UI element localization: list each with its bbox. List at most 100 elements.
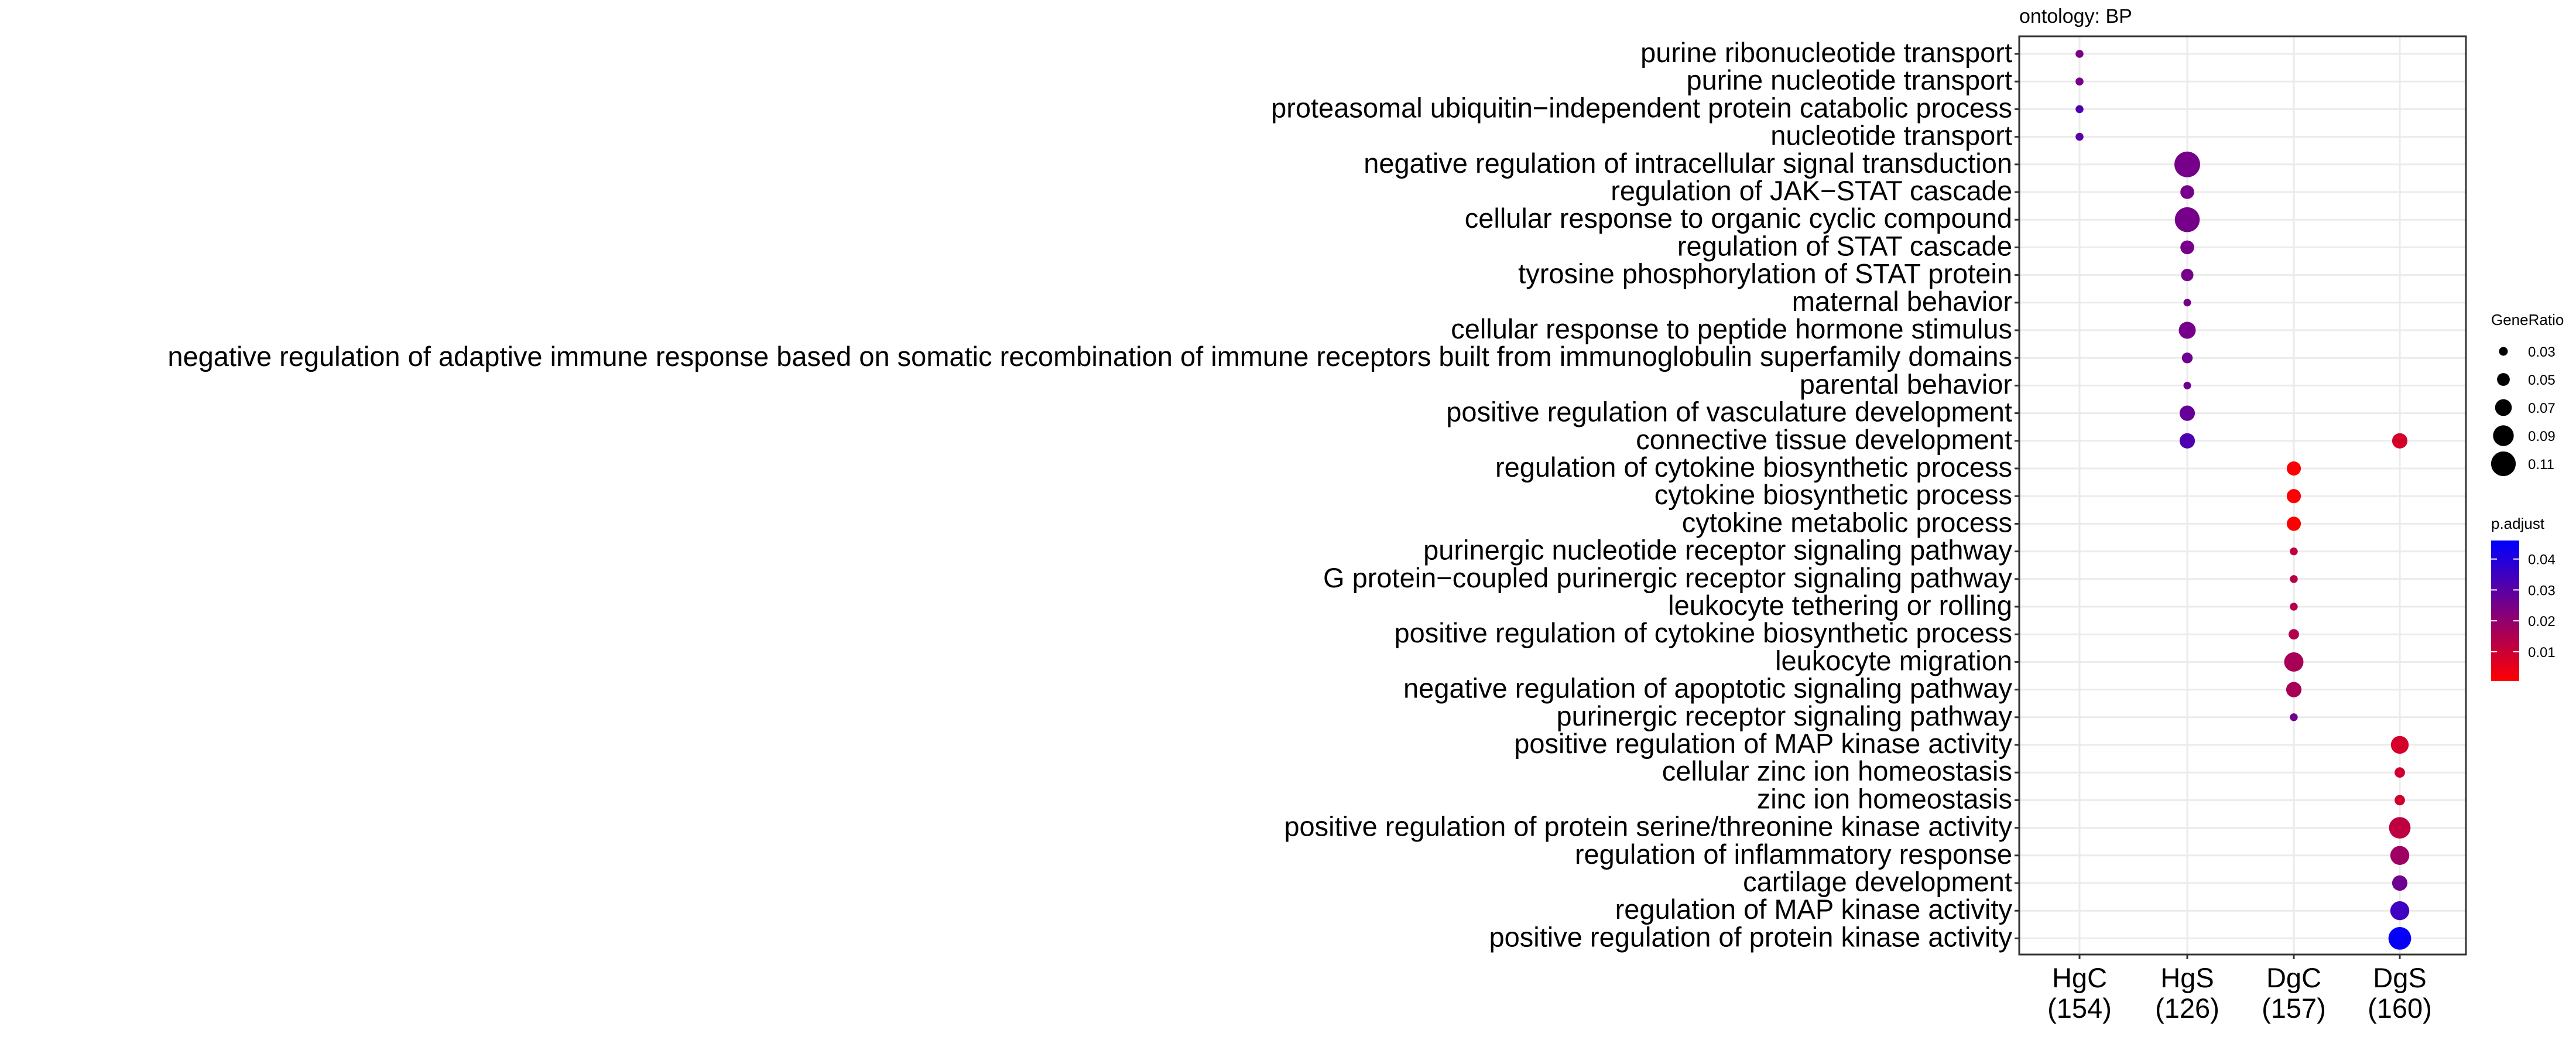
data-point xyxy=(2395,795,2405,806)
gene-ratio-legend: GeneRatio 0.03 0.05 0.07 0.09 0.11 xyxy=(2491,311,2564,477)
p-adjust-legend-label: 0.01 xyxy=(2528,645,2556,661)
y-tick-label: cellular zinc ion homeostasis xyxy=(1662,755,2012,786)
data-point xyxy=(2075,77,2084,85)
data-point xyxy=(2290,575,2298,583)
data-point xyxy=(2392,875,2408,891)
point-layer xyxy=(2075,50,2411,950)
data-point xyxy=(2290,547,2298,556)
data-point xyxy=(2179,433,2195,449)
y-tick-label: tyrosine phosphorylation of STAT protein xyxy=(1518,258,2012,289)
y-tick-label: zinc ion homeostasis xyxy=(1757,783,2012,814)
gene-ratio-legend-label: 0.03 xyxy=(2528,344,2556,360)
data-point xyxy=(2290,603,2298,611)
grid-layer xyxy=(2019,36,2466,955)
y-tick-label: leukocyte migration xyxy=(1775,645,2012,676)
data-point xyxy=(2183,299,2191,307)
y-tick-label: G protein−coupled purinergic receptor si… xyxy=(1323,562,2013,593)
data-point xyxy=(2395,767,2405,778)
data-point xyxy=(2181,269,2194,282)
data-point xyxy=(2180,240,2194,255)
p-adjust-legend-label: 0.02 xyxy=(2528,614,2556,630)
y-tick-label: parental behavior xyxy=(1800,368,2012,399)
gene-ratio-legend-label: 0.09 xyxy=(2528,429,2556,444)
data-point xyxy=(2178,321,2196,339)
y-tick-label: maternal behavior xyxy=(1792,286,2012,317)
y-tick-label: purine ribonucleotide transport xyxy=(1640,37,2012,68)
y-tick-label: positive regulation of MAP kinase activi… xyxy=(1514,728,2012,759)
y-tick-label: cellular response to organic cyclic comp… xyxy=(1465,203,2012,234)
y-tick-label: cytokine biosynthetic process xyxy=(1654,479,2012,510)
y-tick-label: negative regulation of apoptotic signali… xyxy=(1403,673,2012,704)
data-point xyxy=(2290,713,2298,721)
data-point xyxy=(2284,652,2304,672)
gene-ratio-legend-label: 0.11 xyxy=(2528,457,2554,473)
data-point xyxy=(2389,817,2411,839)
data-point xyxy=(2286,461,2301,476)
y-tick-label: regulation of MAP kinase activity xyxy=(1615,894,2013,925)
p-adjust-legend-title: p.adjust xyxy=(2491,515,2545,532)
p-adjust-legend-label: 0.03 xyxy=(2528,583,2556,598)
p-adjust-legend-label: 0.04 xyxy=(2528,552,2556,568)
gene-ratio-legend-key xyxy=(2493,425,2514,446)
data-point xyxy=(2181,353,2193,364)
gene-ratio-legend-key xyxy=(2497,373,2510,386)
data-point xyxy=(2286,682,2302,697)
data-point xyxy=(2390,901,2410,921)
p-adjust-legend-ticks: 0.01 0.02 0.03 0.04 xyxy=(2491,552,2556,661)
x-tick-label: HgC (154) xyxy=(2047,962,2112,1024)
data-point xyxy=(2289,629,2299,640)
y-tick-label: leukocyte tethering or rolling xyxy=(1668,590,2012,621)
y-tick-label: regulation of cytokine biosynthetic proc… xyxy=(1495,451,2012,483)
y-tick-label: nucleotide transport xyxy=(1770,120,2012,151)
p-adjust-legend: p.adjust 0.01 0.02 0.03 0.04 xyxy=(2491,515,2556,681)
gene-ratio-legend-label: 0.07 xyxy=(2528,401,2556,416)
y-tick-label: purine nucleotide transport xyxy=(1686,64,2012,95)
gene-ratio-legend-label: 0.05 xyxy=(2528,372,2556,388)
gene-ratio-legend-key xyxy=(2491,451,2516,477)
y-tick-label: regulation of inflammatory response xyxy=(1575,839,2012,870)
y-tick-label: proteasomal ubiquitin−independent protei… xyxy=(1271,92,2012,123)
data-point xyxy=(2180,185,2194,199)
data-point xyxy=(2174,151,2200,177)
gene-ratio-legend-title: GeneRatio xyxy=(2491,311,2564,329)
x-tick-layer: HgC (154) HgS (126) DgC (157) DgS (160) xyxy=(2047,955,2432,1024)
y-tick-label: cartilage development xyxy=(1743,866,2012,897)
data-point xyxy=(2390,846,2410,866)
x-tick-label: DgS (160) xyxy=(2368,962,2432,1024)
y-tick-label: purinergic nucleotide receptor signaling… xyxy=(1423,535,2012,566)
y-tick-label: positive regulation of protein kinase ac… xyxy=(1489,921,2013,952)
p-adjust-colorbar xyxy=(2491,541,2519,681)
y-tick-label: purinergic receptor signaling pathway xyxy=(1556,700,2012,731)
data-point xyxy=(2388,927,2411,950)
x-tick-label: HgS (126) xyxy=(2155,962,2219,1024)
data-point xyxy=(2075,50,2084,58)
data-point xyxy=(2174,207,2200,232)
data-point xyxy=(2075,132,2084,141)
data-point xyxy=(2286,516,2301,531)
data-point xyxy=(2286,489,2301,504)
data-point xyxy=(2179,405,2195,421)
gene-ratio-legend-key xyxy=(2499,347,2508,356)
data-point xyxy=(2392,433,2408,449)
y-tick-label: connective tissue development xyxy=(1636,424,2012,455)
panel-border xyxy=(2018,35,2467,956)
gene-ratio-legend-items: 0.03 0.05 0.07 0.09 0.11 xyxy=(2491,344,2556,477)
y-tick-label: negative regulation of intracellular sig… xyxy=(1364,148,2012,179)
gene-ratio-legend-key xyxy=(2495,399,2512,416)
x-tick-label: DgC (157) xyxy=(2262,962,2326,1024)
data-point xyxy=(2075,105,2084,114)
y-tick-label: regulation of JAK−STAT cascade xyxy=(1611,175,2012,206)
y-tick-label: regulation of STAT cascade xyxy=(1677,230,2012,261)
y-tick-label: cellular response to peptide hormone sti… xyxy=(1451,313,2012,344)
y-tick-label: positive regulation of cytokine biosynth… xyxy=(1395,617,2012,648)
y-tick-label: positive regulation of vasculature devel… xyxy=(1446,396,2012,427)
y-tick-label: positive regulation of protein serine/th… xyxy=(1284,811,2012,842)
data-point xyxy=(2390,736,2409,754)
data-point xyxy=(2183,381,2191,389)
y-tick-label: negative regulation of adaptive immune r… xyxy=(167,341,2012,372)
chart-title: ontology: BP xyxy=(2019,5,2132,28)
y-tick-label: cytokine metabolic process xyxy=(1682,507,2012,538)
